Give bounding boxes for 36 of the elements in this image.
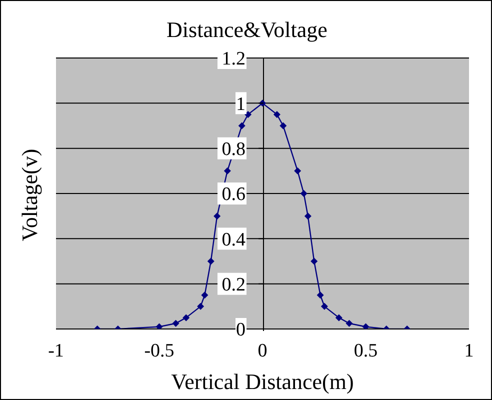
y-tick-label: 1 [236, 94, 246, 115]
y-tick-label: 1.2 [222, 48, 246, 70]
x-axis-title: Vertical Distance(m) [170, 369, 355, 395]
point [273, 110, 280, 118]
x-tick-label: -1 [48, 340, 64, 362]
point [280, 122, 287, 130]
point [172, 320, 180, 327]
point [156, 323, 163, 329]
x-tick-label: 0 [258, 340, 268, 362]
point [335, 314, 342, 322]
point [197, 302, 204, 310]
chart-title: Distance&Voltage [166, 17, 328, 43]
point [362, 323, 370, 329]
point [300, 190, 308, 197]
x-tick-label: 0.5 [354, 340, 378, 362]
point [346, 320, 353, 327]
y-tick-label: 0.2 [222, 274, 246, 296]
point [304, 212, 312, 220]
point [320, 302, 328, 310]
point [238, 122, 246, 130]
y-tick-label: 0 [236, 320, 246, 341]
point [214, 212, 221, 220]
point [316, 292, 324, 299]
point [310, 258, 318, 265]
x-tick-label: -0.5 [144, 340, 174, 362]
point [224, 167, 231, 174]
y-tick-label: 0.4 [222, 229, 246, 250]
point [244, 110, 252, 118]
y-axis-title: Voltage(v) [17, 147, 43, 243]
point [207, 258, 214, 265]
point [182, 314, 190, 322]
y-tick-label: 0.8 [222, 138, 246, 160]
point [201, 292, 208, 299]
y-tick-label: 0.6 [222, 184, 246, 206]
point [294, 167, 302, 174]
x-tick-label: 1 [464, 340, 474, 362]
